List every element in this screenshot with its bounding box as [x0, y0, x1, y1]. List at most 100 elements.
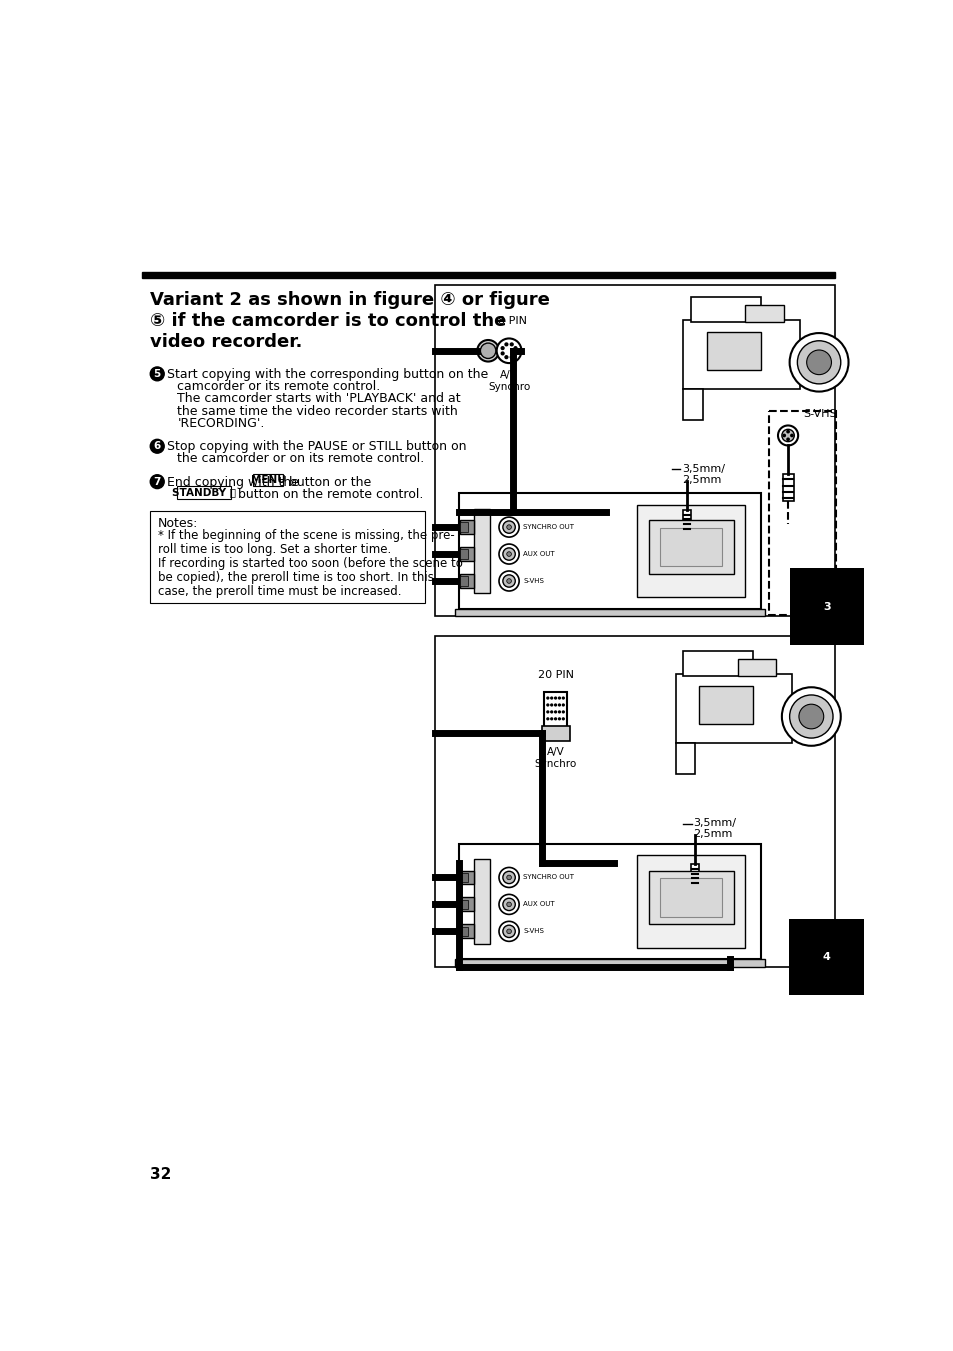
Bar	[459, 900, 468, 909]
Bar	[659, 878, 721, 917]
Bar	[455, 609, 764, 616]
Circle shape	[480, 343, 496, 358]
Circle shape	[778, 426, 798, 446]
Circle shape	[514, 347, 517, 350]
Text: the same time the video recorder starts with: the same time the video recorder starts …	[177, 405, 457, 417]
Text: End copying with the: End copying with the	[167, 476, 303, 489]
Circle shape	[506, 902, 511, 907]
Circle shape	[546, 717, 548, 720]
Circle shape	[546, 697, 548, 698]
Text: case, the preroll time must be increased.: case, the preroll time must be increased…	[158, 585, 401, 598]
Text: AUX OUT: AUX OUT	[522, 901, 554, 908]
Bar	[458, 493, 760, 609]
Text: ⑤ if the camcorder is to control the: ⑤ if the camcorder is to control the	[150, 312, 506, 330]
FancyBboxPatch shape	[176, 486, 231, 499]
Bar	[474, 508, 489, 593]
Bar	[682, 389, 702, 420]
Bar	[744, 304, 783, 322]
Bar	[659, 528, 721, 566]
Circle shape	[554, 697, 556, 698]
Circle shape	[554, 711, 556, 713]
Text: 3: 3	[822, 601, 830, 612]
Text: * If the beginning of the scene is missing, the pre-: * If the beginning of the scene is missi…	[158, 530, 455, 542]
Circle shape	[500, 347, 503, 350]
Text: 8 PIN: 8 PIN	[497, 316, 527, 326]
Circle shape	[798, 704, 822, 728]
Bar	[648, 870, 733, 924]
Circle shape	[781, 688, 840, 746]
Text: S-VHS: S-VHS	[802, 408, 837, 419]
Text: 20 PIN: 20 PIN	[537, 670, 573, 681]
Bar	[459, 547, 474, 561]
Circle shape	[550, 717, 552, 720]
Circle shape	[502, 925, 515, 938]
Bar	[459, 550, 468, 559]
Bar	[543, 692, 567, 727]
Circle shape	[150, 439, 164, 453]
Circle shape	[476, 340, 498, 362]
Bar	[737, 659, 776, 676]
Circle shape	[498, 894, 518, 915]
Circle shape	[150, 367, 164, 381]
Text: 'RECORDING'.: 'RECORDING'.	[177, 417, 265, 430]
Text: the camcorder or on its remote control.: the camcorder or on its remote control.	[177, 453, 424, 465]
Bar	[768, 411, 835, 615]
Bar	[691, 865, 699, 888]
Text: If recording is started too soon (before the scene to: If recording is started too soon (before…	[158, 557, 462, 570]
Bar	[682, 511, 691, 534]
Circle shape	[554, 717, 556, 720]
Circle shape	[502, 549, 515, 561]
Text: 7: 7	[153, 477, 161, 486]
Bar	[150, 511, 425, 604]
Bar	[459, 927, 468, 936]
Circle shape	[504, 355, 507, 358]
Text: STANDBY ⓴: STANDBY ⓴	[172, 488, 235, 497]
Text: SYNCHRO OUT: SYNCHRO OUT	[522, 874, 574, 881]
Circle shape	[558, 717, 559, 720]
Text: 3,5mm/: 3,5mm/	[693, 819, 736, 828]
Bar	[459, 520, 474, 534]
Bar	[706, 331, 760, 370]
Text: roll time is too long. Set a shorter time.: roll time is too long. Set a shorter tim…	[158, 543, 391, 557]
Circle shape	[782, 434, 784, 436]
Circle shape	[498, 544, 518, 565]
Bar	[459, 577, 468, 585]
Bar	[675, 674, 791, 743]
Bar	[699, 686, 753, 724]
Circle shape	[562, 697, 563, 698]
Circle shape	[558, 711, 559, 713]
Text: S-VHS: S-VHS	[522, 578, 543, 584]
Bar	[541, 725, 569, 742]
Bar	[435, 636, 835, 967]
Bar	[459, 924, 474, 939]
Circle shape	[790, 434, 792, 436]
Text: 5: 5	[153, 369, 161, 378]
Circle shape	[502, 898, 515, 911]
Circle shape	[502, 574, 515, 588]
Circle shape	[504, 343, 507, 346]
Bar	[474, 859, 489, 943]
Text: The camcorder starts with 'PLAYBACK' and at: The camcorder starts with 'PLAYBACK' and…	[177, 392, 460, 405]
Text: button or the: button or the	[285, 476, 371, 489]
Circle shape	[506, 551, 511, 557]
Circle shape	[550, 711, 552, 713]
Text: SYNCHRO OUT: SYNCHRO OUT	[522, 524, 574, 530]
Bar	[459, 523, 468, 532]
Bar	[459, 897, 474, 912]
Circle shape	[498, 921, 518, 942]
Text: 6: 6	[153, 442, 161, 451]
Text: Start copying with the corresponding button on the: Start copying with the corresponding but…	[167, 367, 488, 381]
Circle shape	[562, 704, 563, 705]
Text: Stop copying with the PAUSE or STILL button on: Stop copying with the PAUSE or STILL but…	[167, 440, 466, 453]
Circle shape	[506, 524, 511, 530]
Bar	[455, 959, 764, 967]
Bar	[142, 273, 835, 278]
Circle shape	[546, 704, 548, 705]
Circle shape	[797, 340, 840, 384]
Circle shape	[498, 571, 518, 590]
Text: Notes:: Notes:	[158, 517, 198, 530]
Circle shape	[506, 875, 511, 880]
Circle shape	[550, 704, 552, 705]
Circle shape	[510, 343, 513, 346]
Circle shape	[498, 867, 518, 888]
